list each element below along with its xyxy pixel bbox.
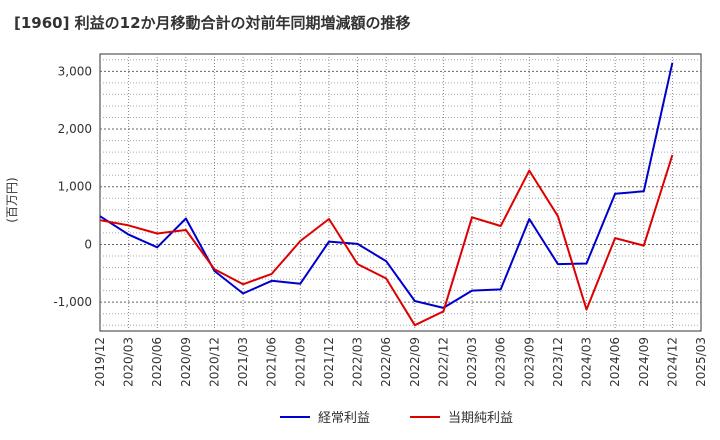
- x-tick-label: 2023/09: [522, 337, 536, 387]
- y-axis-tick-labels: -1,000 0 1,000 2,000 3,000: [53, 64, 92, 309]
- legend: 経常利益 当期純利益: [280, 411, 513, 426]
- x-tick-label: 2020/03: [122, 337, 136, 387]
- x-axis-tick-labels: 2019/12 2020/03 2020/06 2020/09 2020/12 2021/…: [93, 337, 708, 387]
- x-tick-label: 2024/12: [665, 337, 679, 387]
- x-tick-label: 2019/12: [93, 337, 107, 387]
- x-tick-label: 2021/09: [293, 337, 307, 387]
- x-tick-label: 2020/06: [150, 337, 164, 387]
- series-lines: [99, 62, 674, 327]
- y-tick-label: 3,000: [58, 64, 92, 78]
- x-tick-label: 2024/09: [637, 337, 651, 387]
- legend-label: 当期純利益: [448, 411, 513, 426]
- x-tick-label: 2024/03: [580, 337, 594, 387]
- x-tick-label: 2023/06: [494, 337, 508, 387]
- x-tick-label: 2022/03: [351, 337, 365, 387]
- x-tick-label: 2024/06: [608, 337, 622, 387]
- x-tick-label: 2021/03: [236, 337, 250, 387]
- x-tick-label: 2023/03: [465, 337, 479, 387]
- x-tick-label: 2020/09: [179, 337, 193, 387]
- series-line-経常利益: [99, 62, 674, 309]
- y-tick-label: 0: [84, 237, 92, 251]
- chart-title: [1960] 利益の12か月移動合計の対前年同期増減額の推移: [14, 14, 411, 32]
- legend-label: 経常利益: [318, 411, 370, 426]
- horizontal-gridlines: [100, 59, 701, 326]
- plot-area: [99, 53, 702, 332]
- y-tick-label: 2,000: [58, 122, 92, 136]
- x-tick-label: 2022/12: [436, 337, 450, 387]
- vertical-gridlines: [128, 54, 673, 331]
- x-tick-label: 2022/09: [408, 337, 422, 387]
- x-tick-label: 2025/03: [694, 337, 708, 387]
- x-tick-label: 2022/06: [379, 337, 393, 387]
- y-tick-label: 1,000: [58, 180, 92, 194]
- x-tick-label: 2023/12: [551, 337, 565, 387]
- y-axis-title: (百万円): [5, 177, 19, 222]
- x-tick-label: 2020/12: [207, 337, 221, 387]
- series-line-当期純利益: [99, 154, 674, 327]
- x-tick-label: 2021/06: [265, 337, 279, 387]
- x-tick-label: 2021/12: [322, 337, 336, 387]
- y-tick-label: -1,000: [53, 295, 92, 309]
